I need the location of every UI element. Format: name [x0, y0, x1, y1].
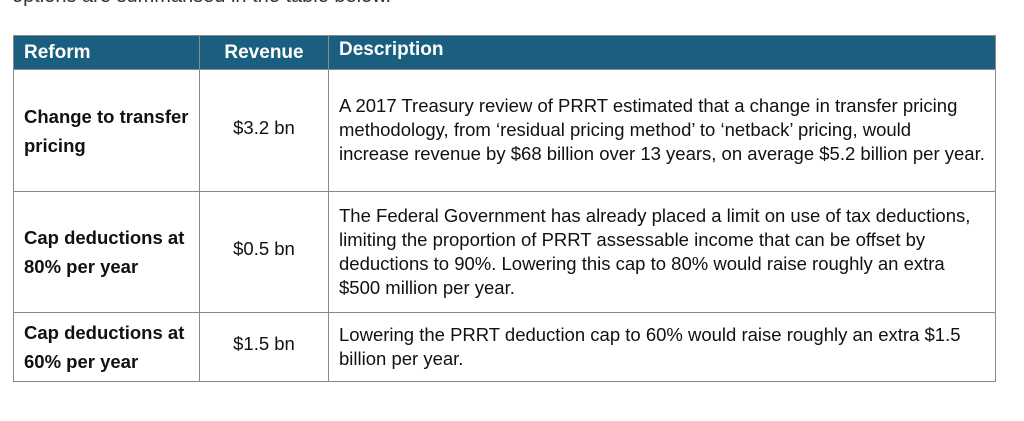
table-row: Cap deductions at 80% per year $0.5 bn T…	[13, 191, 996, 313]
intro-text: options are summarised in the table belo…	[12, 0, 391, 8]
header-revenue: Revenue	[199, 35, 329, 70]
description-cell: Lowering the PRRT deduction cap to 60% w…	[328, 312, 996, 382]
reform-table: Reform Revenue Description Change to tra…	[13, 35, 996, 382]
reform-cell: Cap deductions at 80% per year	[13, 191, 200, 313]
header-reform: Reform	[13, 35, 200, 70]
revenue-cell: $3.2 bn	[199, 69, 329, 192]
table-row: Cap deductions at 60% per year $1.5 bn L…	[13, 312, 996, 382]
table-row: Change to transfer pricing $3.2 bn A 201…	[13, 69, 996, 192]
reform-cell: Cap deductions at 60% per year	[13, 312, 200, 382]
table-header-row: Reform Revenue Description	[13, 35, 996, 70]
description-cell: A 2017 Treasury review of PRRT estimated…	[328, 69, 996, 192]
revenue-cell: $0.5 bn	[199, 191, 329, 313]
description-cell: The Federal Government has already place…	[328, 191, 996, 313]
revenue-cell: $1.5 bn	[199, 312, 329, 382]
reform-cell: Change to transfer pricing	[13, 69, 200, 192]
header-description: Description	[328, 35, 996, 70]
